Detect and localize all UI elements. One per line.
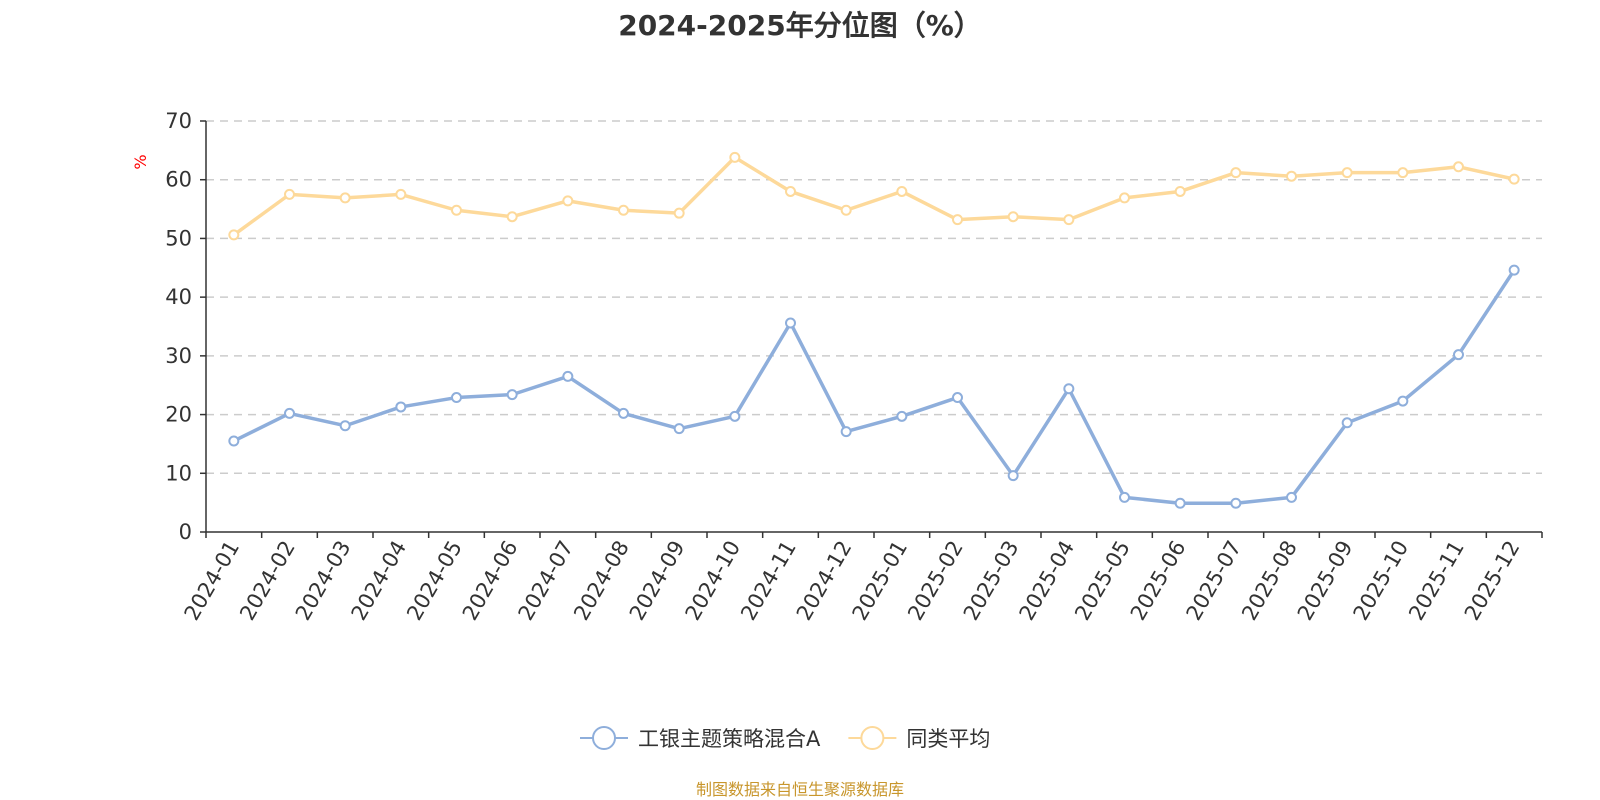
data-point [1508,173,1520,185]
data-point [1508,264,1520,276]
data-point [395,188,407,200]
data-point [1397,167,1409,179]
x-tick-label: 2024-01 [180,537,245,625]
data-point [562,195,574,207]
x-tick-label: 2025-09 [1293,537,1358,625]
x-tick-label: 2025-12 [1460,537,1525,625]
data-point [506,389,518,401]
legend-label: 同类平均 [906,727,990,751]
legend: 工银主题策略混合A 同类平均 [580,726,990,751]
series-line-1 [233,269,1516,505]
data-point [840,426,852,438]
data-point [618,204,629,216]
y-tick-label: 50 [165,226,192,250]
data-point [618,407,629,419]
y-axis-label: % [131,154,150,169]
data-point [228,229,240,241]
data-point [1341,417,1353,429]
data-point [1341,167,1353,179]
data-point [896,185,908,197]
y-tick-label: 60 [165,168,192,192]
data-point [952,214,963,226]
x-tick-label: 2024-10 [681,537,746,625]
x-tick-label: 2025-05 [1070,537,1135,625]
y-tick-label: 20 [165,403,192,427]
x-tick-label: 2024-09 [625,537,690,625]
legend-marker [592,726,616,750]
y-tick-label: 70 [165,109,192,133]
x-tick-label: 2024-05 [402,537,467,625]
x-tick-labels: 2024-012024-022024-032024-042024-052024-… [180,537,1525,625]
data-point [1119,192,1130,204]
y-tick-label: 0 [179,520,192,544]
data-point [673,207,685,219]
data-point [729,151,741,163]
data-point [1119,491,1130,503]
axes [200,120,1543,538]
y-tick-label: 30 [165,344,192,368]
data-point [1453,161,1464,173]
x-tick-label: 2025-01 [848,537,913,625]
x-tick-label: 2024-02 [235,537,300,625]
x-tick-label: 2025-07 [1182,537,1247,625]
data-point [562,370,574,382]
x-tick-label: 2025-11 [1404,537,1469,625]
chart-title: 2024-2025年分位图（%） [618,9,982,42]
data-point [1063,383,1075,395]
data-point [451,392,462,404]
data-point [729,410,741,422]
gridlines [206,120,1542,475]
data-point [673,423,685,435]
data-point [395,401,407,413]
legend-marker [860,726,885,750]
data-point [1230,497,1242,509]
data-point [840,204,852,216]
x-tick-label: 2024-08 [569,537,634,625]
data-point [228,435,240,447]
data-point [1174,497,1186,509]
y-tick-label: 10 [165,461,192,485]
x-tick-label: 2024-11 [736,537,801,625]
y-tick-label: 40 [165,285,192,309]
data-point [952,392,963,404]
x-tick-label: 2025-04 [1015,537,1080,625]
data-point [451,204,462,216]
legend-label: 工银主题策略混合A [638,727,821,751]
data-point [1007,211,1019,223]
data-point [284,407,295,419]
data-point [506,211,518,223]
data-point [785,317,796,329]
series-group [228,151,1520,509]
data-point [1007,470,1019,482]
x-tick-label: 2024-04 [347,537,412,625]
data-point [785,185,796,197]
y-tick-labels: 0 10 20 30 40 50 60 70 [165,109,192,544]
data-point [1174,185,1186,197]
data-point [1230,167,1242,179]
x-tick-label: 2025-08 [1237,537,1302,625]
data-point [1286,170,1297,182]
data-point [1063,214,1075,226]
x-tick-label: 2024-07 [514,537,579,625]
data-point [1453,349,1464,361]
data-point [339,192,351,204]
data-point [896,410,908,422]
data-point [1286,491,1297,503]
series-line-2 [232,155,1515,237]
x-tick-label: 2024-12 [792,537,857,625]
x-tick-label: 2024-06 [458,537,523,625]
x-tick-label: 2025-02 [903,537,968,625]
x-tick-label: 2025-10 [1349,537,1414,625]
data-point [284,188,295,200]
data-point [339,420,351,432]
data-source-note: 制图数据来自恒生聚源数据库 [695,780,904,799]
x-tick-label: 2025-06 [1126,537,1191,625]
data-point [1397,395,1409,407]
x-tick-label: 2024-03 [291,537,356,625]
x-tick-label: 2025-03 [959,537,1024,625]
